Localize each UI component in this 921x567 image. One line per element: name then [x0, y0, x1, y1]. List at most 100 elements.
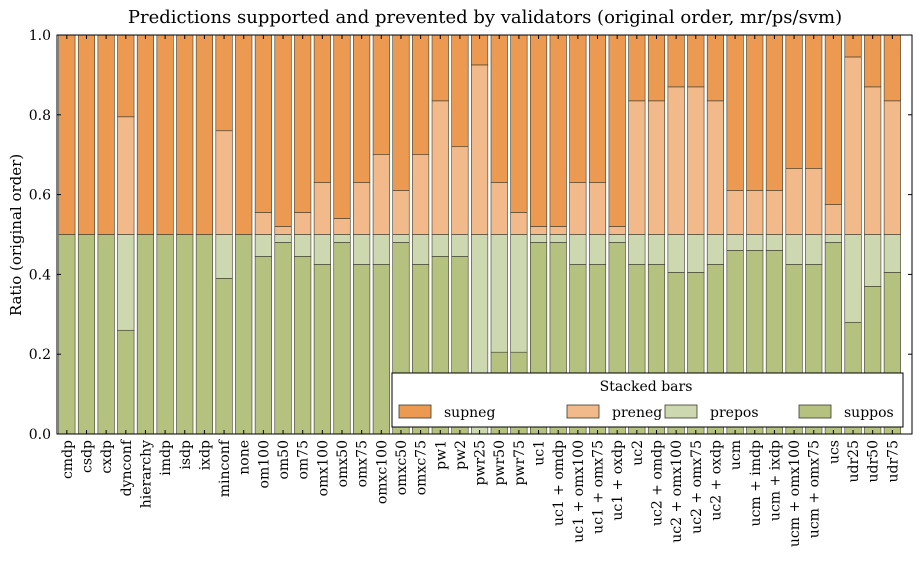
x-tick-label: uc1 + omx75: [591, 440, 607, 534]
bar-segment-preneg: [215, 130, 233, 235]
bar-segment-preneg: [549, 226, 567, 235]
x-tick-label: minconf: [217, 438, 233, 497]
legend-label-preneg: preneg: [612, 405, 662, 421]
bar-segment-supneg: [77, 34, 96, 235]
bar-segment-supneg: [785, 34, 803, 169]
bar-segment-suppos: [274, 242, 292, 435]
x-tick-label: ucm + imdp: [748, 440, 764, 526]
bar-segment-suppos: [254, 256, 272, 435]
legend: Stacked bars supneg preneg prepos suppos: [391, 372, 904, 428]
bar-segment-suppos: [176, 234, 194, 435]
bar-segment-prepos: [844, 234, 862, 323]
bar-segment-prepos: [805, 234, 823, 265]
bar-segment-preneg: [588, 182, 607, 235]
bar-segment-suppos: [353, 264, 371, 435]
bar-segment-prepos: [628, 234, 646, 265]
x-tick-label: uc2 + omx100: [669, 440, 685, 543]
bar-segment-supneg: [235, 34, 253, 235]
bar-segment-preneg: [608, 226, 626, 235]
chart-title: Predictions supported and prevented by v…: [128, 7, 842, 28]
bar-segment-suppos: [156, 234, 174, 435]
x-tick-label: om75: [296, 440, 312, 480]
bar-segment-preneg: [333, 218, 351, 235]
bar-segment-prepos: [824, 234, 842, 243]
bar-segment-preneg: [628, 100, 646, 235]
bar-segment-supneg: [431, 34, 449, 102]
x-tick-label: omx50: [335, 440, 351, 487]
y-tick-label: 1.0: [29, 28, 51, 44]
bar-segment-supneg: [687, 34, 705, 88]
bar-segment-prepos: [313, 234, 331, 265]
x-tick-label: imdp: [158, 440, 174, 476]
bar-segment-supneg: [883, 34, 901, 102]
bar-segment-prepos: [412, 234, 430, 265]
legend-swatch-preneg: [566, 404, 600, 419]
x-tick-label: uc2 + oxdp: [708, 440, 724, 521]
x-tick-label: pw1: [433, 440, 449, 470]
bar-segment-supneg: [726, 34, 744, 191]
bar-segment-supneg: [864, 34, 882, 88]
bar-segment-preneg: [746, 190, 764, 235]
bar-segment-supneg: [176, 34, 194, 235]
x-tick-label: ucm + ixdp: [767, 440, 783, 521]
bar-segment-prepos: [588, 234, 607, 265]
bar-segment-prepos: [647, 234, 666, 265]
x-tick-label: csdp: [79, 440, 95, 473]
bar-segment-preneg: [706, 100, 725, 235]
bar-segment-prepos: [254, 234, 272, 257]
x-tick-label: cmdp: [60, 440, 76, 479]
bar-segment-supneg: [667, 34, 685, 88]
x-tick-label: dynconf: [119, 438, 135, 496]
bar-segment-preneg: [313, 182, 331, 235]
bar-segment-prepos: [353, 234, 371, 265]
x-tick-label: ucs: [826, 440, 842, 464]
x-tick-label: pw2: [453, 440, 469, 470]
bar-segment-preneg: [117, 116, 135, 235]
bar-segment-prepos: [392, 234, 410, 243]
bar-segment-prepos: [510, 234, 528, 353]
bar-segment-supneg: [372, 34, 390, 155]
x-tick-label: hierarchy: [138, 440, 154, 508]
bar-segment-suppos: [77, 234, 96, 435]
bar-segment-suppos: [58, 234, 76, 435]
bar-segment-supneg: [294, 34, 312, 213]
bar-segment-prepos: [667, 234, 685, 273]
x-tick-label: uc1: [532, 440, 548, 466]
bar-segment-supneg: [569, 34, 587, 183]
plot-frame: [56, 34, 913, 435]
bar-segment-supneg: [628, 34, 646, 102]
bar-segment-preneg: [824, 204, 842, 235]
x-tick-labels-group: cmdp csdp cxdp dynconf hierarchy imdp isdp ixdp…: [60, 35, 901, 547]
bar-segment-prepos: [431, 234, 449, 257]
y-axis-label: Ratio (original order): [7, 154, 25, 316]
bar-segment-preneg: [451, 146, 469, 235]
bar-segment-supneg: [471, 34, 489, 66]
bar-segment-preneg: [883, 100, 901, 235]
bar-segment-preneg: [353, 182, 371, 235]
bar-segment-suppos: [294, 256, 312, 435]
bar-segment-suppos: [235, 234, 253, 435]
y-tick-label: 0.6: [29, 188, 51, 204]
bar-segment-suppos: [97, 234, 115, 435]
x-tick-label: ixdp: [197, 440, 213, 470]
bar-segment-prepos: [490, 234, 508, 353]
bar-segment-preneg: [569, 182, 587, 235]
legend-items: supneg preneg prepos suppos: [398, 404, 894, 421]
y-tick-label: 0.8: [29, 108, 51, 124]
bar-segment-supneg: [529, 34, 548, 227]
bar-segment-preneg: [392, 190, 410, 235]
x-tick-label: uc1 + omx100: [571, 440, 587, 543]
bar-segment-supneg: [746, 34, 764, 191]
bar-segment-supneg: [58, 34, 76, 235]
bar-segment-supneg: [215, 34, 233, 132]
bar-segment-supneg: [608, 34, 626, 227]
x-tick-label: ucm + omx75: [807, 440, 823, 538]
bar-segment-supneg: [392, 34, 410, 191]
x-tick-label: uc2 + omdp: [649, 440, 665, 526]
bar-segment-suppos: [372, 264, 390, 435]
x-tick-label: omxc75: [414, 440, 430, 495]
y-ticks-group: 0.0 0.2 0.4 0.6 0.8 1.0: [29, 28, 912, 443]
bar-segment-preneg: [785, 168, 803, 235]
